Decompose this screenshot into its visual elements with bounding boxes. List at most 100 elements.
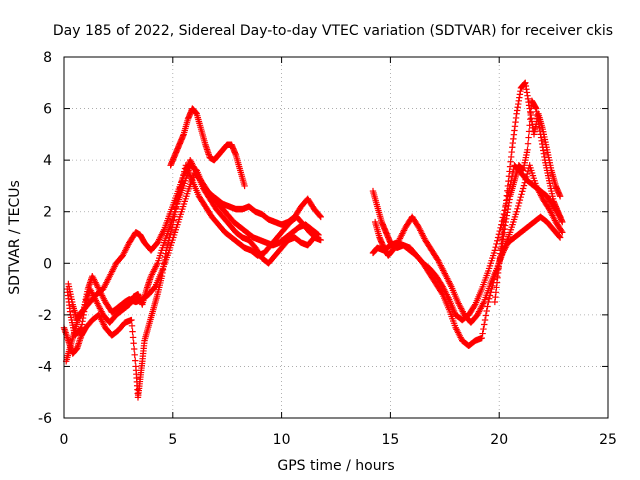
data-point bbox=[175, 192, 182, 199]
data-point bbox=[492, 243, 499, 251]
data-point bbox=[168, 224, 176, 232]
x-axis-title: GPS time / hours bbox=[277, 458, 394, 474]
data-point bbox=[130, 340, 137, 347]
data-point bbox=[556, 234, 564, 241]
data-point bbox=[556, 193, 564, 200]
data-point bbox=[488, 285, 495, 293]
x-tick-label: 15 bbox=[381, 432, 399, 448]
series-track-10 bbox=[493, 97, 566, 280]
data-point bbox=[489, 282, 496, 290]
data-point bbox=[176, 187, 183, 195]
data-point bbox=[171, 213, 178, 220]
y-tick-label: 8 bbox=[43, 50, 52, 66]
data-point bbox=[484, 303, 491, 310]
data-point bbox=[479, 330, 486, 337]
data-point bbox=[518, 191, 525, 198]
data-point bbox=[527, 109, 534, 117]
series-track-9 bbox=[491, 79, 564, 306]
data-point bbox=[521, 179, 528, 186]
y-tick-label: 4 bbox=[43, 153, 52, 169]
data-point bbox=[496, 227, 503, 235]
data-point bbox=[517, 194, 524, 201]
data-point bbox=[559, 229, 566, 236]
data-point bbox=[524, 170, 531, 178]
y-axis-title: SDTVAR / TECUs bbox=[7, 180, 23, 295]
data-point bbox=[523, 173, 530, 181]
data-point bbox=[524, 167, 532, 175]
data-point bbox=[483, 307, 490, 315]
x-tick-label: 10 bbox=[273, 432, 291, 448]
series-track-8 bbox=[369, 213, 564, 349]
grid-lines bbox=[64, 57, 608, 418]
data-point bbox=[559, 218, 566, 226]
data-point bbox=[128, 316, 135, 324]
y-tick-label: -6 bbox=[38, 411, 52, 427]
data-point bbox=[515, 199, 523, 207]
data-points bbox=[60, 79, 566, 401]
data-point bbox=[129, 328, 136, 335]
data-point bbox=[172, 204, 180, 212]
data-point bbox=[527, 116, 534, 123]
data-point bbox=[128, 322, 136, 330]
data-point bbox=[165, 237, 172, 244]
data-point bbox=[172, 208, 179, 216]
data-point bbox=[163, 243, 171, 251]
x-tick-label: 25 bbox=[599, 432, 617, 448]
data-point bbox=[478, 334, 485, 342]
data-point bbox=[494, 234, 502, 241]
data-point bbox=[485, 295, 493, 302]
data-point bbox=[181, 168, 188, 175]
data-point bbox=[515, 202, 522, 210]
chart-title: Day 185 of 2022, Sidereal Day-to-day VTE… bbox=[53, 23, 613, 39]
data-point bbox=[129, 334, 137, 341]
data-point bbox=[163, 247, 170, 254]
y-tick-label: 0 bbox=[43, 256, 52, 272]
data-point bbox=[520, 182, 528, 189]
y-tick-label: 6 bbox=[43, 102, 52, 118]
data-point bbox=[519, 185, 527, 192]
data-point bbox=[313, 234, 320, 241]
data-point bbox=[480, 325, 487, 333]
data-point bbox=[524, 140, 532, 147]
series-track-7 bbox=[371, 162, 566, 326]
data-point bbox=[514, 205, 521, 213]
data-point bbox=[179, 174, 186, 182]
axis-ticks bbox=[63, 56, 609, 419]
data-point bbox=[180, 171, 187, 179]
data-point bbox=[169, 221, 176, 228]
data-point bbox=[317, 236, 324, 244]
x-tick-label: 5 bbox=[168, 432, 177, 448]
data-point bbox=[170, 217, 177, 224]
data-point bbox=[525, 128, 533, 135]
data-point bbox=[167, 227, 175, 235]
data-point bbox=[486, 292, 494, 299]
data-point bbox=[490, 276, 498, 283]
data-point bbox=[524, 146, 531, 154]
data-point bbox=[491, 247, 499, 254]
data-point bbox=[317, 213, 324, 221]
x-tick-label: 20 bbox=[490, 432, 508, 448]
data-point bbox=[177, 181, 185, 188]
series-track-3 bbox=[62, 156, 324, 365]
series-track-5 bbox=[167, 105, 248, 190]
data-point bbox=[481, 316, 489, 324]
data-point bbox=[558, 227, 565, 235]
data-point bbox=[526, 122, 533, 129]
data-point bbox=[481, 321, 488, 328]
data-point bbox=[312, 233, 319, 241]
data-point bbox=[130, 345, 138, 353]
series-track-4 bbox=[60, 162, 320, 401]
data-point bbox=[471, 302, 478, 310]
data-point bbox=[525, 134, 532, 141]
x-tick-labels: 0 5 10 15 20 25 bbox=[60, 432, 617, 448]
data-point bbox=[241, 182, 248, 190]
data-point bbox=[166, 234, 173, 241]
data-point bbox=[167, 231, 174, 238]
data-point bbox=[173, 200, 181, 207]
data-point bbox=[516, 196, 524, 204]
x-tick-label: 0 bbox=[60, 432, 69, 448]
data-point bbox=[513, 208, 520, 215]
data-point bbox=[164, 240, 172, 248]
y-tick-label: -4 bbox=[38, 359, 52, 375]
